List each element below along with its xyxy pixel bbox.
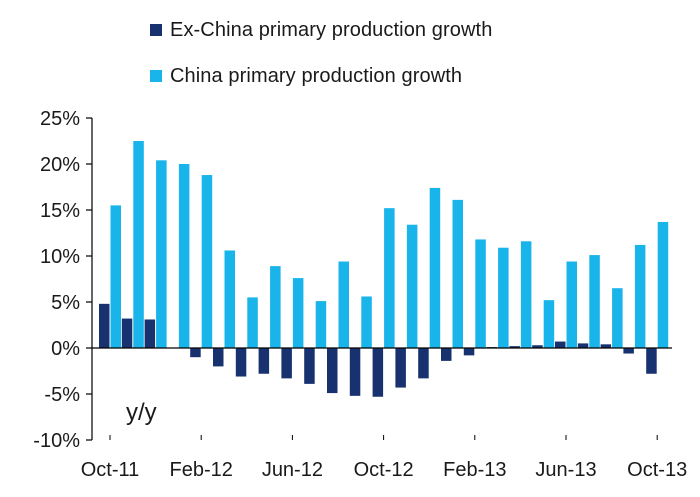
- bar-china-Dec-11: [156, 160, 167, 348]
- bar-ex-china-May-13: [532, 345, 543, 348]
- legend: Ex-China primary production growth China…: [150, 18, 492, 110]
- y-tick-label: -10%: [33, 430, 80, 452]
- bar-china-Aug-12: [338, 261, 349, 348]
- bar-china-Sep-12: [361, 296, 372, 348]
- bar-china-Apr-12: [247, 297, 258, 348]
- y-tick-label: 0%: [51, 338, 80, 360]
- y-tick-label: -5%: [44, 384, 80, 406]
- bar-ex-china-Dec-11: [144, 319, 156, 348]
- axes-group: -10% -5% 0% 5% 10% 15% 20% 25% Oct-11 Feb-12 Jun-1…: [33, 108, 687, 481]
- bar-china-Mar-12: [224, 250, 235, 348]
- bar-china-Mar-13: [498, 247, 509, 348]
- x-tick-label: Jun-13: [535, 459, 596, 481]
- x-tick-label: Oct-12: [354, 459, 414, 481]
- bar-ex-china-Jun-13: [555, 341, 566, 348]
- yy-annotation: y/y: [126, 399, 157, 426]
- y-tick-label: 5%: [51, 292, 80, 314]
- bar-ex-china-Nov-11: [121, 318, 133, 348]
- legend-swatch-china: [150, 70, 162, 82]
- bar-china-Feb-13: [475, 239, 486, 348]
- bar-ex-china-Feb-13: [463, 348, 475, 356]
- bar-ex-china-Aug-12: [327, 348, 338, 394]
- legend-item-china: China primary production growth: [150, 64, 492, 88]
- bar-ex-china-Apr-13: [509, 346, 520, 348]
- bar-ex-china-Jul-12: [304, 348, 315, 384]
- bar-ex-china-Aug-13: [600, 344, 612, 348]
- bar-china-Oct-11: [110, 205, 121, 348]
- bar-ex-china-Sep-12: [349, 348, 361, 396]
- bar-china-Apr-13: [520, 241, 532, 348]
- bar-china-May-13: [543, 300, 555, 348]
- bar-ex-china-May-12: [258, 348, 270, 374]
- legend-item-ex-china: Ex-China primary production growth: [150, 18, 492, 42]
- x-tick-label: Oct-13: [627, 459, 687, 481]
- bar-china-Sep-13: [634, 244, 646, 348]
- x-tick-label: Feb-13: [443, 459, 506, 481]
- bar-ex-china-Oct-12: [372, 348, 384, 397]
- bar-china-Jan-13: [452, 199, 463, 348]
- bar-ex-china-Apr-12: [235, 348, 247, 377]
- bar-ex-china-Feb-12: [190, 348, 201, 358]
- legend-label-ex-china: Ex-China primary production growth: [170, 18, 493, 41]
- bar-china-Jul-13: [589, 255, 600, 348]
- bar-ex-china-Nov-12: [395, 348, 406, 388]
- bar-ex-china-Jan-13: [441, 348, 452, 361]
- legend-label-china: China primary production growth: [170, 64, 463, 87]
- bar-china-Oct-12: [384, 208, 395, 348]
- y-tick-label: 10%: [40, 246, 80, 268]
- bars-group: [99, 141, 669, 397]
- y-tick-label: 15%: [40, 200, 80, 222]
- x-tick-label: Feb-12: [170, 459, 233, 481]
- bar-china-Jan-12: [178, 164, 190, 348]
- bar-ex-china-Mar-12: [213, 348, 224, 367]
- bar-china-Jun-13: [566, 261, 577, 348]
- bar-china-Nov-11: [133, 141, 144, 348]
- bar-china-Nov-12: [406, 224, 418, 348]
- bar-ex-china-Oct-13: [646, 348, 657, 374]
- y-tick-label: 20%: [40, 154, 80, 176]
- bar-ex-china-Jul-13: [577, 343, 589, 348]
- y-tick-label: 25%: [40, 108, 80, 130]
- bar-ex-china-Dec-12: [418, 348, 429, 379]
- legend-swatch-ex-china: [150, 24, 162, 36]
- x-tick-label: Jun-12: [262, 459, 323, 481]
- bar-ex-china-Oct-11: [99, 303, 110, 348]
- bar-china-May-12: [270, 266, 281, 348]
- bar-ex-china-Sep-13: [623, 348, 634, 354]
- bar-china-Dec-12: [429, 187, 441, 348]
- bar-china-Aug-13: [612, 288, 623, 348]
- bar-china-Oct-13: [657, 221, 669, 348]
- bar-ex-china-Jun-12: [281, 348, 292, 379]
- bar-china-Jul-12: [315, 301, 327, 348]
- bar-china-Feb-12: [201, 175, 213, 348]
- bar-china-Jun-12: [292, 278, 304, 348]
- x-tick-label: Oct-11: [81, 459, 140, 481]
